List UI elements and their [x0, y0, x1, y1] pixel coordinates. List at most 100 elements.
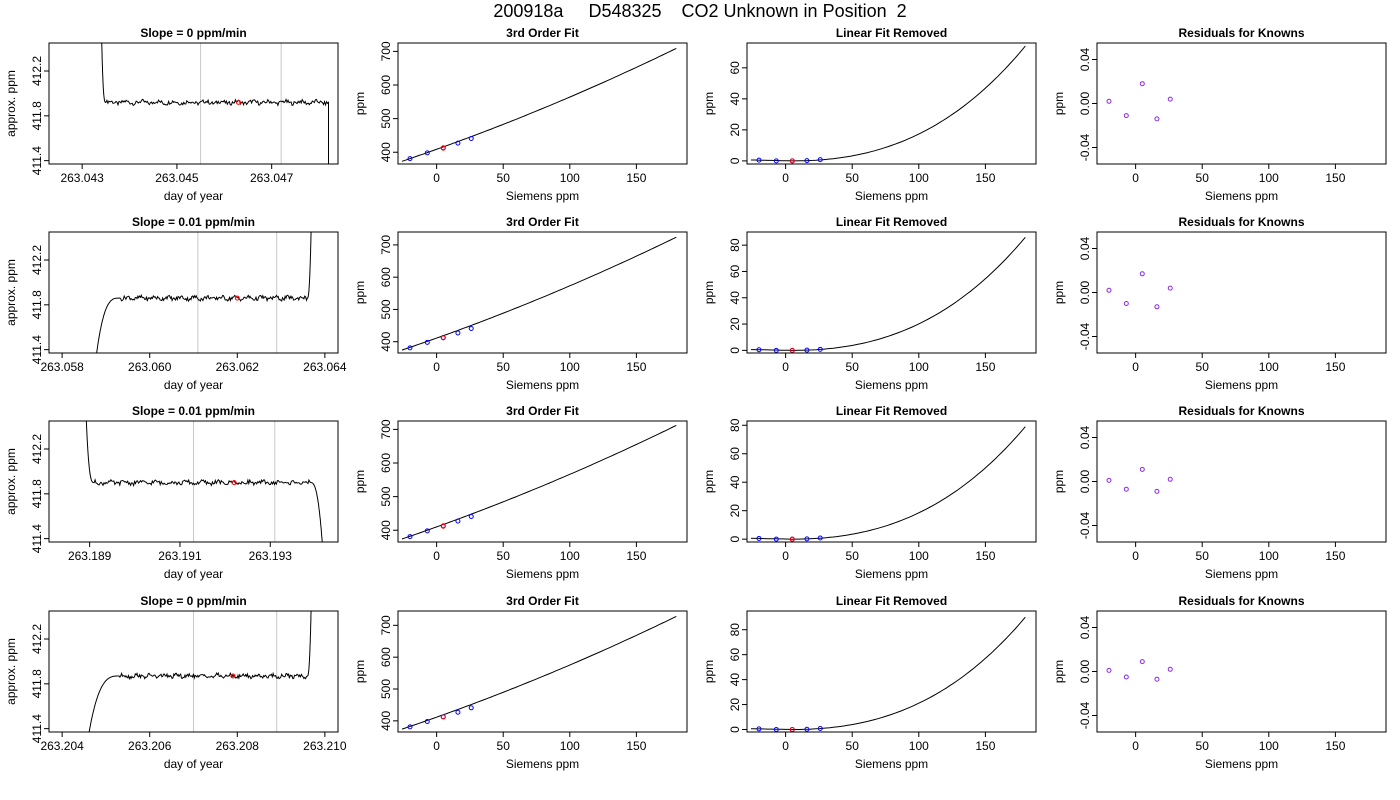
known-residual-point — [1139, 659, 1145, 665]
x-tick-label: 100 — [909, 171, 929, 185]
panel-title: Slope = 0 ppm/min — [140, 594, 246, 608]
residual-curve — [751, 616, 1026, 730]
x-tick-label: 150 — [626, 549, 646, 563]
known-standard-point — [468, 135, 474, 141]
plot-area — [1106, 466, 1173, 494]
concentration-trace — [88, 611, 312, 732]
y-tick-label: 500 — [379, 486, 393, 506]
y-tick-label: 0.04 — [1078, 615, 1092, 639]
plot-frame — [48, 231, 339, 354]
plot-area — [751, 616, 1026, 732]
x-tick-label: 100 — [909, 549, 929, 563]
known-standard-point — [455, 330, 461, 336]
y-tick-label: 411.4 — [30, 146, 44, 175]
y-tick-label: 20 — [728, 504, 742, 518]
panel-calibration-row-2: 3rd Order Fit 0 50 100 150 400 500 600 700 Siemen… — [353, 215, 688, 392]
residual-curve — [751, 45, 1026, 162]
panel-title: Linear Fit Removed — [836, 26, 947, 40]
x-axis-label: Siemens ppm — [855, 567, 928, 581]
x-tick-label: 263.060 — [128, 360, 172, 374]
y-tick-label: 0.00 — [1078, 469, 1092, 493]
x-tick-label: 50 — [497, 171, 511, 185]
plot-frame — [746, 610, 1037, 733]
plot-frame — [48, 420, 339, 543]
known-standard-point — [756, 726, 762, 732]
plot-frame — [397, 42, 688, 165]
known-standard-point — [756, 157, 762, 163]
known-standard-point — [773, 536, 779, 542]
y-tick-label: 411.8 — [30, 479, 44, 508]
plot-area — [85, 421, 323, 542]
x-tick-label: 150 — [626, 171, 646, 185]
known-standard-point — [756, 347, 762, 353]
panel-title: Residuals for Knowns — [1178, 404, 1304, 418]
known-standard-point — [407, 345, 413, 351]
known-residual-point — [1154, 304, 1160, 310]
fit-curve — [401, 424, 677, 540]
y-axis-label: approx. ppm — [4, 259, 18, 326]
x-tick-label: 50 — [846, 171, 860, 185]
unknown-mean-marker — [230, 673, 236, 679]
y-tick-label: 80 — [728, 238, 742, 252]
y-tick-label: 40 — [728, 475, 742, 489]
known-standard-point — [817, 157, 823, 163]
x-tick-label: 263.064 — [303, 360, 347, 374]
x-tick-label: 50 — [846, 549, 860, 563]
x-tick-label: 100 — [560, 171, 580, 185]
plot-area — [1106, 271, 1173, 310]
plot-area — [750, 426, 1026, 542]
known-residual-point — [1106, 477, 1112, 483]
x-tick-label: 50 — [1196, 171, 1210, 185]
y-tick-label: 700 — [379, 419, 393, 439]
y-axis-label: ppm — [702, 92, 716, 115]
y-tick-label: 412.2 — [30, 624, 44, 654]
unknown-mean-marker — [236, 99, 242, 105]
unknown-point — [789, 347, 795, 353]
x-tick-label: 263.058 — [40, 360, 84, 374]
x-axis-label: day of year — [164, 378, 223, 392]
known-residual-point — [1123, 486, 1129, 492]
y-tick-label: 60 — [728, 447, 742, 461]
x-axis-label: Siemens ppm — [1205, 189, 1278, 203]
known-residual-point — [1106, 667, 1112, 673]
x-tick-label: 100 — [1259, 360, 1279, 374]
x-tick-label: 150 — [1325, 739, 1345, 753]
known-residual-point — [1167, 666, 1173, 672]
y-axis-label: ppm — [1052, 660, 1066, 683]
known-standard-point — [455, 518, 461, 524]
x-tick-label: 100 — [909, 360, 929, 374]
x-tick-label: 0 — [1132, 171, 1139, 185]
x-tick-label: 0 — [433, 360, 440, 374]
y-axis-label: ppm — [702, 470, 716, 493]
y-axis-label: approx. ppm — [4, 70, 18, 137]
x-tick-label: 150 — [626, 739, 646, 753]
known-standard-point — [424, 339, 430, 345]
plot-frame — [1096, 42, 1387, 165]
y-axis-label: approx. ppm — [4, 448, 18, 515]
concentration-trace — [101, 43, 329, 164]
panel-calibration-row-1: 3rd Order Fit 0 50 100 150 400 500 600 700 Siemen… — [353, 26, 688, 203]
known-standard-point — [773, 347, 779, 353]
y-tick-label: 80 — [728, 418, 742, 432]
known-residual-point — [1123, 301, 1129, 306]
x-tick-label: 0 — [1132, 739, 1139, 753]
y-tick-label: 0.00 — [1078, 659, 1092, 683]
x-tick-label: 263.062 — [216, 360, 260, 374]
y-tick-label: 411.4 — [30, 524, 44, 553]
y-tick-label: 400 — [379, 520, 393, 540]
x-axis-label: Siemens ppm — [855, 378, 928, 392]
y-tick-label: -0.04 — [1078, 134, 1092, 162]
y-axis-label: ppm — [353, 660, 367, 683]
x-tick-label: 50 — [497, 360, 511, 374]
panel-title: Linear Fit Removed — [836, 594, 947, 608]
panel-title: Residuals for Knowns — [1178, 26, 1304, 40]
x-tick-label: 100 — [560, 739, 580, 753]
x-axis-label: Siemens ppm — [506, 567, 579, 581]
x-tick-label: 100 — [1259, 739, 1279, 753]
panel-title: Slope = 0.01 ppm/min — [132, 404, 255, 418]
y-tick-label: 0.00 — [1078, 280, 1092, 304]
known-standard-point — [468, 705, 474, 711]
x-tick-label: 50 — [1196, 549, 1210, 563]
panel-residuals-row-1: Residuals for Knowns 0 50 100 150 -0.04 0.00 0.… — [1052, 26, 1387, 203]
known-standard-point — [804, 158, 810, 164]
